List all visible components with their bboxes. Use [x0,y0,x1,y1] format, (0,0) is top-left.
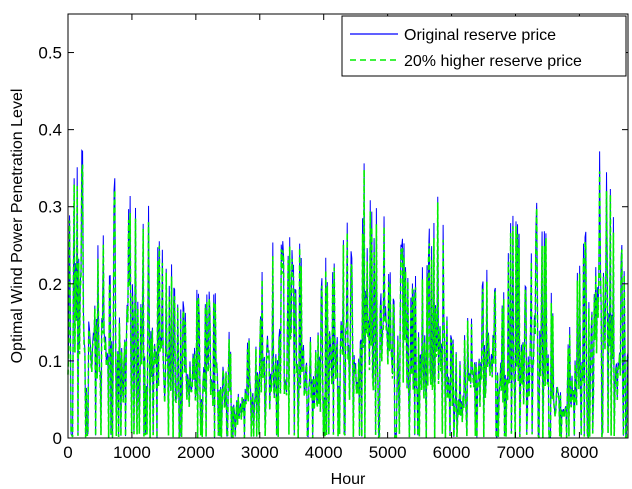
axes-frame [67,13,629,439]
x-tick-label: 6000 [433,443,471,462]
x-tick-label: 8000 [561,443,599,462]
y-tick-label: 0.1 [38,352,62,371]
y-tick-label: 0 [53,429,62,448]
y-tick-label: 0.3 [38,198,62,217]
ticks-layer: 0 1000 2000 3000 4000 5000 6000 7000 8000 0 0.1 0.2… [38,14,628,462]
x-tick-label: 3000 [241,443,279,462]
x-axis-label: Hour [331,471,366,488]
x-tick-label: 2000 [177,443,215,462]
legend-label-higher: 20% higher reserve price [404,53,582,70]
y-tick-label: 0.4 [38,121,62,140]
x-tick-label: 1000 [113,443,151,462]
y-tick-label: 0.2 [38,275,62,294]
plot-area: 0 1000 2000 3000 4000 5000 6000 7000 8000 0 0.1 0.2… [38,13,629,462]
legend-box [341,15,627,77]
x-tick-label: 5000 [369,443,407,462]
axes-background [68,14,628,438]
series-layer [67,149,629,439]
y-tick-label: 0.5 [38,44,62,63]
legend: Original reserve price 20% higher reserv… [341,15,627,77]
x-tick-label: 4000 [305,443,343,462]
legend-label-original: Original reserve price [404,27,556,44]
y-axis-label: Optimal Wind Power Penetration Level [9,89,26,364]
x-tick-label: 7000 [497,443,535,462]
x-tick-label: 0 [63,443,72,462]
series-line-higher [67,164,629,439]
